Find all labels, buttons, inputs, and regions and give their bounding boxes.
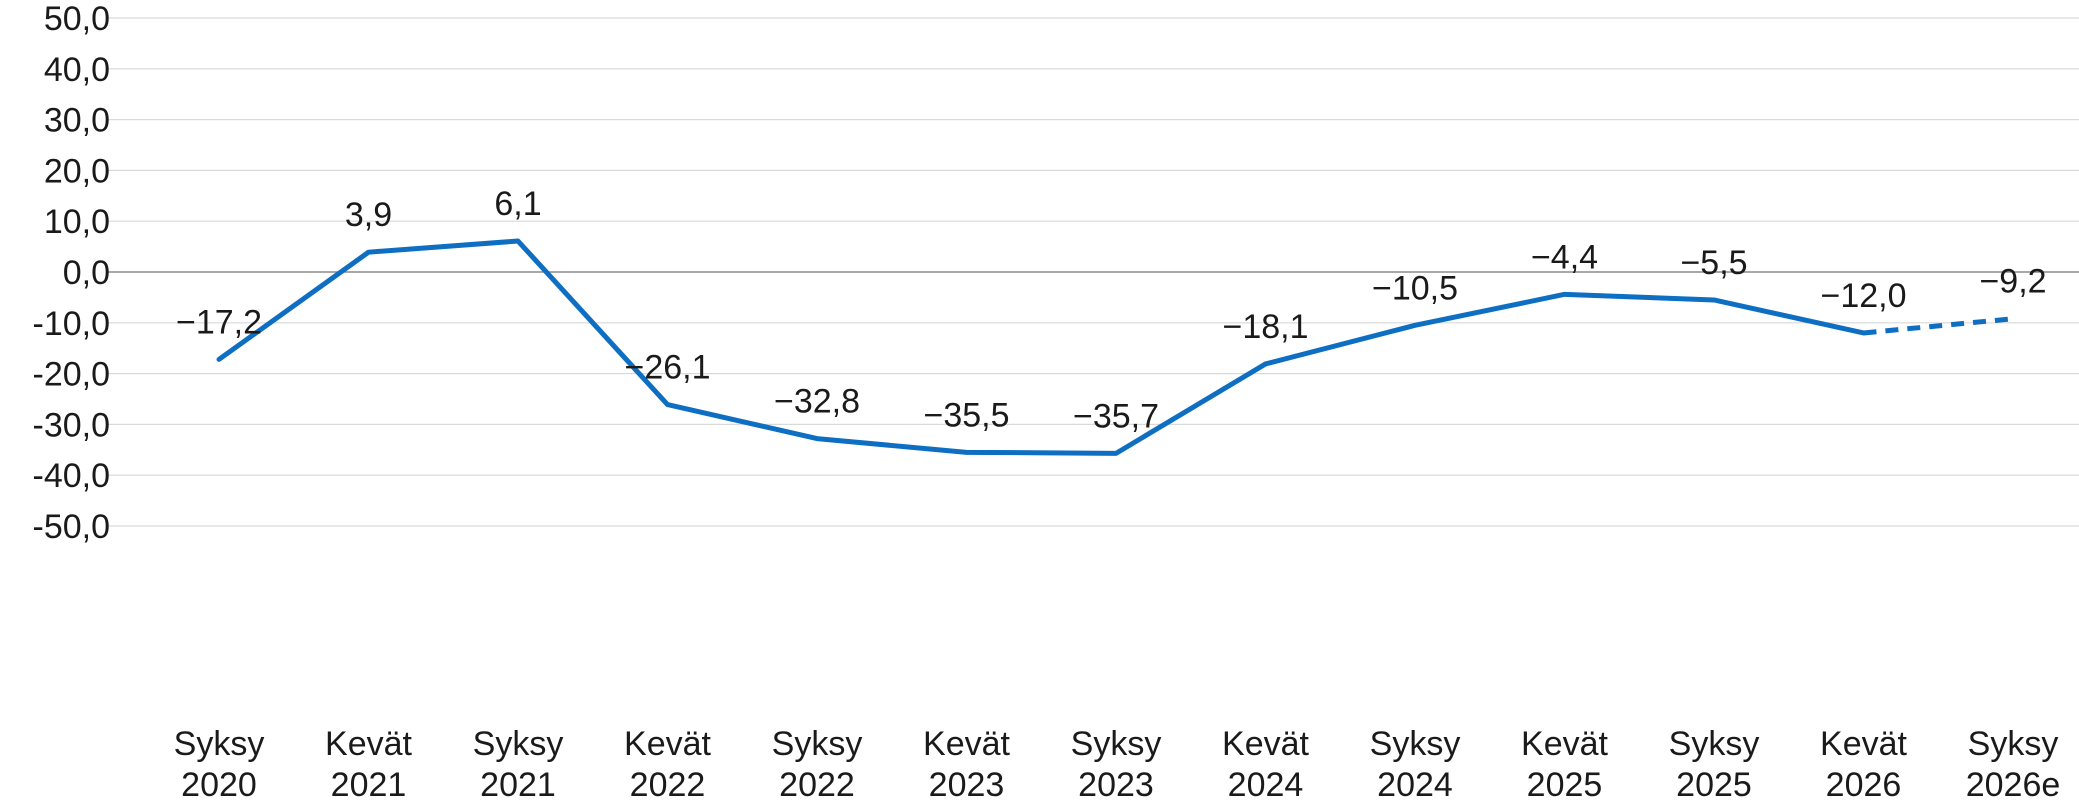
data-label: −18,1: [1222, 308, 1308, 346]
data-labels: −17,2 3,9 6,1 −26,1 −32,8 −35,5 −35,7 −18,1 −10,…: [176, 185, 2047, 435]
x-category-label-line1: Kevät: [923, 725, 1010, 763]
x-category-label-line2: 2025: [1527, 766, 1603, 802]
y-axis-tick-labels: 50,0 40,0 30,0 20,0 10,0 0,0 -10,0 -20,0 -30,0 -4…: [33, 0, 111, 546]
x-category-label-line2: 2021: [480, 766, 556, 802]
x-category-label-line1: Kevät: [325, 725, 412, 763]
x-category-label-line2: 2024: [1377, 766, 1453, 802]
y-tick-label: -20,0: [33, 356, 111, 394]
x-category-label-line1: Syksy: [772, 725, 863, 763]
x-category-label-line1: Syksy: [1370, 725, 1461, 763]
x-category-label-line2: 2025: [1676, 766, 1752, 802]
data-label: −5,5: [1680, 244, 1747, 282]
x-category-label-line1: Syksy: [473, 725, 564, 763]
x-category-label-line1: Syksy: [1968, 725, 2059, 763]
data-label: 6,1: [494, 185, 541, 223]
data-label: −4,4: [1531, 238, 1598, 276]
x-axis-category-labels: Syksy2020Kevät2021Syksy2021Kevät2022Syks…: [174, 725, 2061, 802]
data-label: −12,0: [1820, 277, 1906, 315]
x-category-label-line2: 2026e: [1966, 766, 2061, 802]
y-tick-label: 0,0: [63, 254, 110, 292]
x-category-label-line1: Syksy: [1071, 725, 1162, 763]
x-category-label-line1: Kevät: [624, 725, 711, 763]
data-label: −10,5: [1372, 269, 1458, 307]
data-label: −35,5: [923, 396, 1009, 434]
x-category-label-line2: 2024: [1228, 766, 1304, 802]
data-label: −35,7: [1073, 397, 1159, 435]
y-tick-label: 30,0: [44, 102, 110, 140]
data-label: −9,2: [1979, 263, 2046, 301]
data-label: 3,9: [345, 196, 392, 234]
x-category-label-line2: 2022: [779, 766, 855, 802]
y-tick-label: 20,0: [44, 152, 110, 190]
x-category-label-line1: Kevät: [1222, 725, 1309, 763]
series-line-estimate: [1863, 316, 2014, 336]
y-tick-label: 10,0: [44, 203, 110, 241]
x-category-label-line1: Syksy: [1669, 725, 1760, 763]
series-line-actual: [216, 238, 1866, 456]
x-category-label-line1: Kevät: [1820, 725, 1907, 763]
data-label: −32,8: [774, 383, 860, 421]
x-category-label-line2: 2020: [181, 766, 257, 802]
y-tick-label: -40,0: [33, 457, 111, 495]
x-category-label-line2: 2023: [1078, 766, 1154, 802]
data-label: −26,1: [624, 349, 710, 387]
y-tick-label: -50,0: [33, 508, 111, 546]
y-tick-label: 50,0: [44, 0, 110, 38]
data-label: −17,2: [176, 303, 262, 341]
x-category-label-line2: 2023: [929, 766, 1005, 802]
x-category-label-line2: 2021: [331, 766, 407, 802]
grid-lines: [108, 17, 2079, 527]
y-tick-label: -10,0: [33, 305, 111, 343]
y-tick-label: -30,0: [33, 406, 111, 444]
x-category-label-line2: 2026: [1826, 766, 1902, 802]
y-tick-label: 40,0: [44, 51, 110, 89]
x-category-label-line2: 2022: [630, 766, 706, 802]
x-category-label-line1: Kevät: [1521, 725, 1608, 763]
x-category-label-line1: Syksy: [174, 725, 265, 763]
series-line: [216, 238, 2014, 456]
